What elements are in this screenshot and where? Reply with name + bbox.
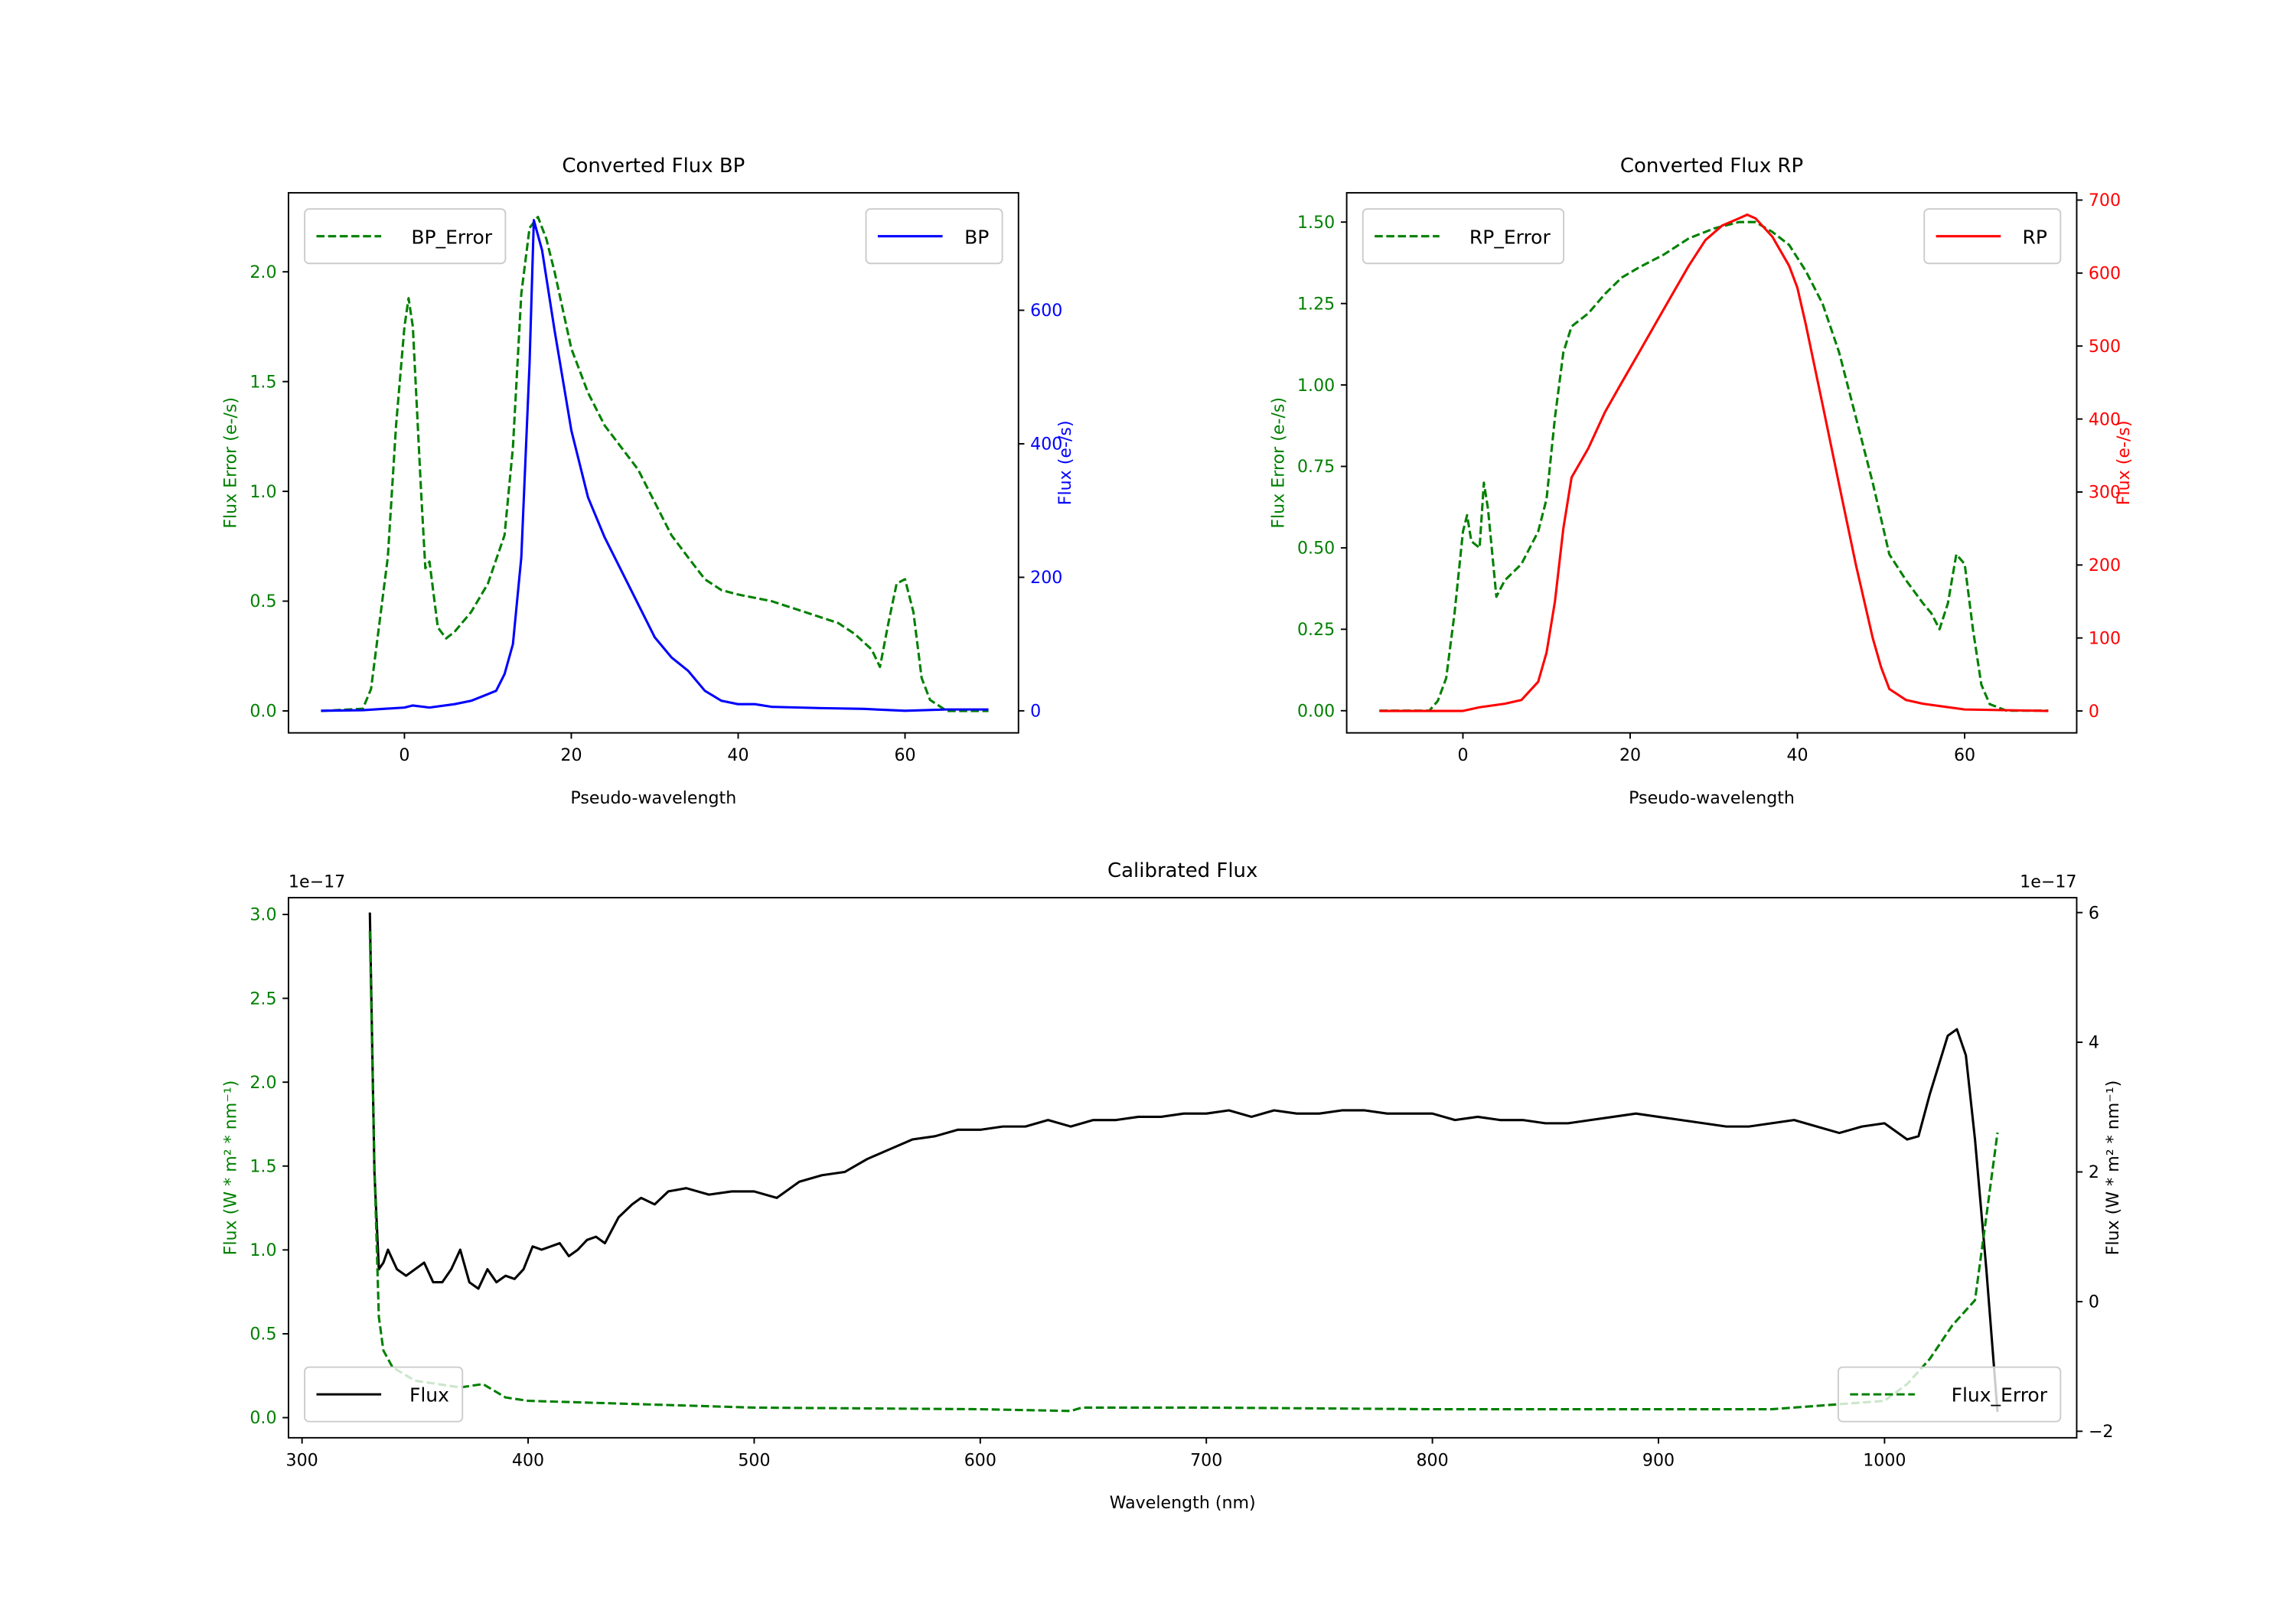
left-y-tick-label: 1.00 — [1297, 376, 1335, 396]
left-y-tick-label: 0.0 — [249, 702, 276, 722]
left-y-tick-label: 0.5 — [249, 1325, 276, 1345]
left-y-tick-label: 1.25 — [1297, 294, 1335, 314]
left-y-axis-label: Flux Error (e-/s) — [1268, 397, 1288, 529]
left-y-tick-label: 0.50 — [1297, 539, 1335, 559]
left-y-tick-label: 0.00 — [1297, 701, 1335, 721]
series-line-bp_error — [321, 215, 989, 712]
x-tick-label: 900 — [1642, 1450, 1675, 1470]
axes-frame — [287, 191, 1019, 734]
legend-box — [1362, 208, 1565, 265]
left-y-tick-label: 0.5 — [249, 592, 276, 611]
legend-flux: Flux — [304, 1366, 464, 1423]
left-y-tick-label: 2.0 — [249, 1073, 276, 1093]
right-y-tick-label: 600 — [2089, 264, 2121, 284]
axes-frame — [1345, 191, 2078, 734]
legend-label: BP — [964, 226, 989, 248]
right-y-tick-label: 400 — [2089, 409, 2121, 429]
legend-rp_error: RP_Error — [1362, 208, 1565, 265]
left-y-tick-label: 2.5 — [249, 989, 276, 1009]
x-tick-label: 40 — [727, 745, 748, 765]
x-axis-label: Wavelength (nm) — [1110, 1493, 1256, 1513]
legend-label: RP — [2023, 226, 2047, 248]
left-axis-offset-text: 1e−17 — [289, 872, 345, 892]
left-y-tick-label: 0.75 — [1297, 457, 1335, 477]
x-tick-label: 20 — [560, 745, 582, 765]
legend-box — [304, 1366, 464, 1423]
right-y-tick-label: 600 — [1030, 301, 1062, 321]
series-line-rp_error — [1379, 220, 2049, 712]
left-y-tick-label: 1.0 — [249, 482, 276, 502]
legend-rp: RP — [1923, 208, 2062, 265]
legend-label: Flux_Error — [1952, 1384, 2048, 1407]
x-tick-label: 20 — [1619, 745, 1641, 765]
legend-box — [304, 208, 507, 265]
right-y-tick-label: 6 — [2089, 903, 2099, 923]
x-tick-label: 600 — [964, 1450, 996, 1470]
right-y-tick-label: 300 — [2089, 483, 2121, 503]
x-tick-label: 700 — [1190, 1450, 1222, 1470]
right-y-tick-label: 2 — [2089, 1162, 2099, 1182]
x-tick-label: 400 — [512, 1450, 544, 1470]
plot-area — [1346, 192, 2077, 733]
x-tick-label: 0 — [399, 745, 409, 765]
series-line-rp — [1379, 214, 2049, 712]
legend-bp_error: BP_Error — [304, 208, 507, 265]
panel-1: Converted Flux BP 0 20 40 60 Pseudo-wavelengt… — [220, 155, 1075, 808]
left-y-tick-label: 3.0 — [249, 905, 276, 925]
series-line-bp — [321, 219, 989, 712]
left-y-tick-label: 1.50 — [1297, 213, 1335, 233]
legend-bp: BP — [865, 208, 1003, 265]
left-y-axis-label: Flux (W * m² * nm⁻¹) — [220, 1081, 240, 1256]
chart-title: Converted Flux BP — [562, 155, 745, 178]
x-axis-label: Pseudo-wavelength — [1629, 788, 1795, 808]
right-y-axis-label: Flux (e-/s) — [1055, 420, 1075, 505]
panel-3: Calibrated Flux 300 400 500 600 700 800 900 1000… — [220, 859, 2123, 1513]
legend-box — [1837, 1366, 2062, 1423]
right-y-axis-label: Flux (W * m² * nm⁻¹) — [2103, 1081, 2123, 1256]
right-y-tick-label: 500 — [2089, 337, 2121, 357]
right-y-tick-label: 200 — [2089, 556, 2121, 575]
x-tick-label: 800 — [1416, 1450, 1448, 1470]
chart-title: Converted Flux RP — [1620, 155, 1803, 178]
chart-title: Calibrated Flux — [1107, 859, 1257, 882]
legend-label: RP_Error — [1469, 226, 1551, 248]
x-tick-label: 0 — [1457, 745, 1468, 765]
x-tick-label: 300 — [286, 1450, 318, 1470]
left-y-tick-label: 1.5 — [249, 1156, 276, 1176]
x-tick-label: 500 — [738, 1450, 770, 1470]
right-axis-offset-text: 1e−17 — [2020, 872, 2076, 892]
legend-label: BP_Error — [411, 226, 492, 248]
right-y-tick-label: 200 — [1030, 568, 1062, 588]
left-y-tick-label: 0.0 — [249, 1408, 276, 1428]
axes-frame — [287, 897, 2078, 1439]
plot-area — [288, 192, 1019, 733]
right-y-tick-label: 100 — [2089, 628, 2121, 648]
right-y-tick-label: 700 — [2089, 191, 2121, 210]
left-y-tick-label: 1.5 — [249, 372, 276, 392]
series-line-flux — [368, 912, 1999, 1413]
right-y-tick-label: 4 — [2089, 1033, 2099, 1053]
right-y-tick-label: −2 — [2089, 1422, 2114, 1442]
left-y-tick-label: 2.0 — [249, 262, 276, 282]
legend-flux_error: Flux_Error — [1837, 1366, 2062, 1423]
x-tick-label: 60 — [894, 745, 915, 765]
left-y-tick-label: 1.0 — [249, 1240, 276, 1260]
panel-2: Converted Flux RP 0 20 40 60 Pseudo-wavelengt… — [1268, 155, 2134, 808]
left-y-tick-label: 0.25 — [1297, 620, 1335, 640]
right-y-tick-label: 400 — [1030, 435, 1062, 455]
legend-label: Flux — [409, 1384, 449, 1407]
right-y-tick-label: 0 — [2089, 702, 2099, 722]
x-tick-label: 60 — [1954, 745, 1975, 765]
x-axis-label: Pseudo-wavelength — [570, 788, 736, 808]
plot-area — [288, 898, 2077, 1438]
right-y-axis-label: Flux (e-/s) — [2114, 420, 2134, 505]
x-tick-label: 40 — [1786, 745, 1808, 765]
left-y-axis-label: Flux Error (e-/s) — [220, 397, 240, 529]
x-tick-label: 1000 — [1863, 1450, 1906, 1470]
right-y-tick-label: 0 — [2089, 1292, 2099, 1312]
right-y-tick-label: 0 — [1030, 702, 1041, 722]
